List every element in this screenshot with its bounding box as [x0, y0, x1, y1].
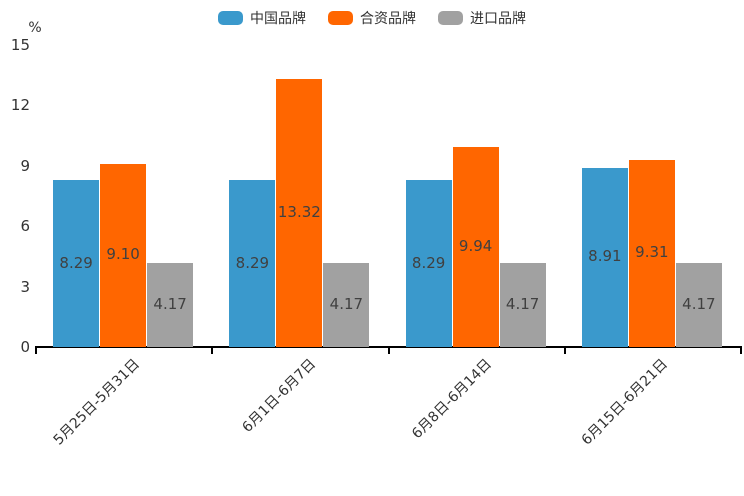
bar	[276, 78, 323, 347]
bar	[499, 263, 546, 347]
x-axis-category-label: 5月25日-5月31日	[50, 356, 143, 449]
legend-swatch-icon	[218, 11, 243, 25]
bar	[581, 167, 628, 347]
legend-label: 中国品牌	[250, 11, 306, 27]
bar-value-label: 9.10	[106, 245, 140, 264]
legend-swatch-icon	[328, 11, 353, 25]
x-axis-tick	[35, 348, 37, 354]
legend-item-joint-venture-brand[interactable]: 合资品牌	[328, 8, 416, 28]
x-axis-category-label: 6月15日-6月21日	[579, 356, 672, 449]
legend-label: 进口品牌	[470, 11, 526, 27]
bar-value-label: 13.32	[277, 202, 321, 221]
y-axis-tick-label: 3	[20, 277, 30, 296]
y-axis-unit-label: %	[28, 20, 42, 36]
bar-value-label: 4.17	[153, 295, 187, 314]
bar	[405, 180, 452, 347]
bar-value-label: 4.17	[505, 295, 540, 314]
bar	[100, 163, 147, 347]
bar-value-label: 4.17	[682, 295, 716, 314]
bar-value-label: 9.31	[635, 243, 669, 262]
legend-item-china-brand[interactable]: 中国品牌	[218, 8, 306, 28]
bar	[147, 263, 194, 347]
bar-value-label: 8.91	[588, 247, 622, 266]
bar-value-label: 8.29	[235, 253, 270, 272]
chart-legend: 中国品牌 合资品牌 进口品牌	[0, 8, 744, 28]
legend-swatch-icon	[438, 11, 463, 25]
x-axis-line	[35, 346, 742, 348]
legend-label: 合资品牌	[360, 11, 416, 27]
x-axis-tick	[564, 348, 566, 354]
y-axis-tick-label: 12	[10, 96, 30, 115]
bar-value-label: 4.17	[329, 295, 364, 314]
bar	[53, 180, 100, 347]
y-axis-tick-label: 6	[20, 217, 30, 236]
bar-value-label: 8.29	[411, 253, 446, 272]
y-axis-tick-label: 9	[20, 156, 30, 175]
bar	[628, 159, 675, 347]
bar-value-label: 9.94	[458, 236, 493, 255]
x-axis-tick	[388, 348, 390, 354]
bar	[675, 263, 722, 347]
x-axis-tick	[740, 348, 742, 354]
y-axis-tick-label: 15	[10, 36, 30, 54]
x-axis-tick	[211, 348, 213, 354]
x-axis-category-label: 6月1日-6月7日	[239, 356, 319, 436]
bar	[323, 263, 370, 347]
bar	[229, 180, 276, 347]
y-axis-tick-label: 0	[20, 338, 30, 356]
x-axis-category-label: 6月8日-6月14日	[409, 356, 496, 443]
bar	[452, 146, 499, 347]
bar-value-label: 8.29	[59, 253, 93, 272]
legend-item-import-brand[interactable]: 进口品牌	[438, 8, 526, 28]
